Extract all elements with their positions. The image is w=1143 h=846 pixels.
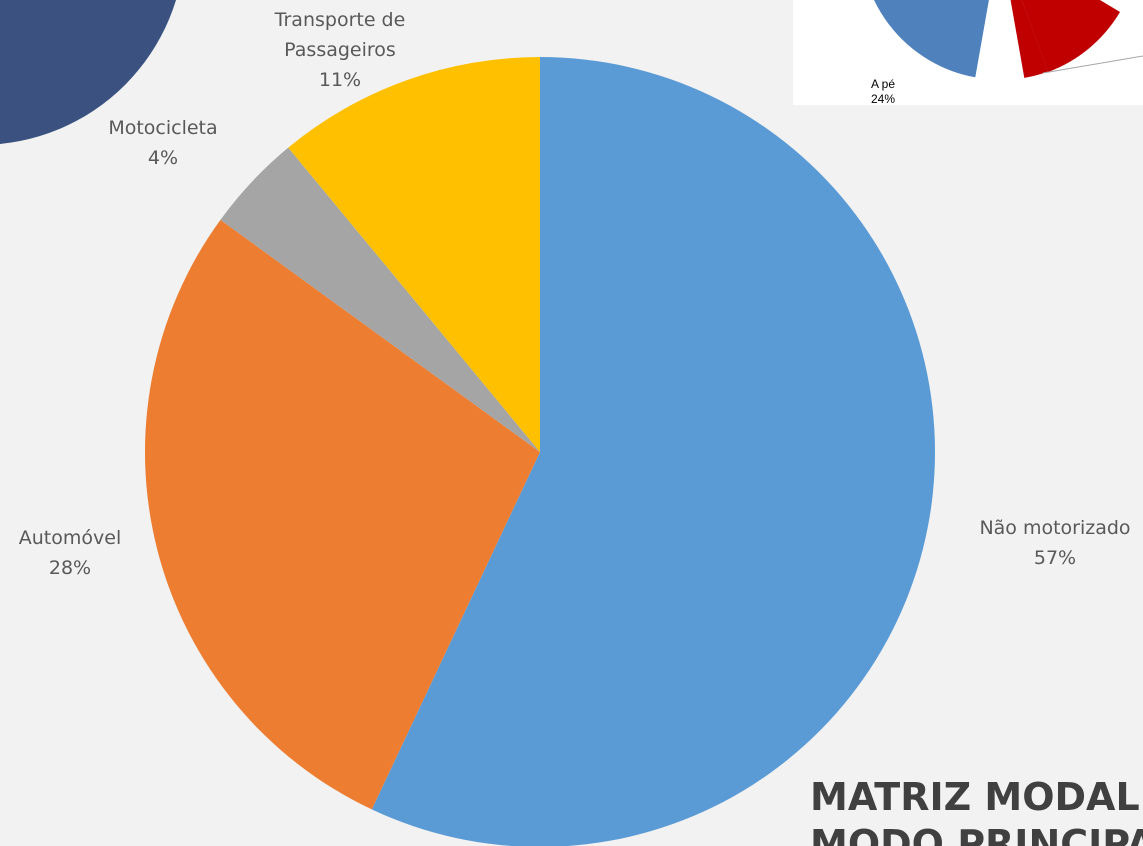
pie-slice (220, 147, 540, 452)
main-pie (144, 57, 935, 846)
decor-circle (0, 0, 176, 144)
leader-line (1042, 55, 1143, 74)
value-label: 11% (318, 69, 362, 91)
pie-slice (371, 57, 935, 846)
category-label: Transporte de Passageiros (274, 9, 406, 61)
decor-slice (1010, 0, 1048, 78)
value-label: 4% (147, 147, 179, 169)
category-label: A pé (870, 77, 896, 91)
decor-slice (1021, 0, 1120, 72)
pie-slice (288, 57, 540, 452)
pie-slice (872, 0, 990, 79)
category-label: Automóvel (18, 527, 122, 549)
value-label: 28% (48, 557, 92, 579)
chart-title: MATRIZ MODAL (810, 775, 1140, 819)
chart-subtitle: MODO PRINCIPAL N (810, 822, 1143, 846)
category-label: Não motorizado (979, 517, 1131, 539)
value-label: 24% (870, 92, 896, 106)
pie-slice (144, 219, 541, 810)
inset-chart (872, 0, 1143, 79)
value-label: 57% (1033, 547, 1077, 569)
category-label: Motocicleta (108, 117, 218, 139)
